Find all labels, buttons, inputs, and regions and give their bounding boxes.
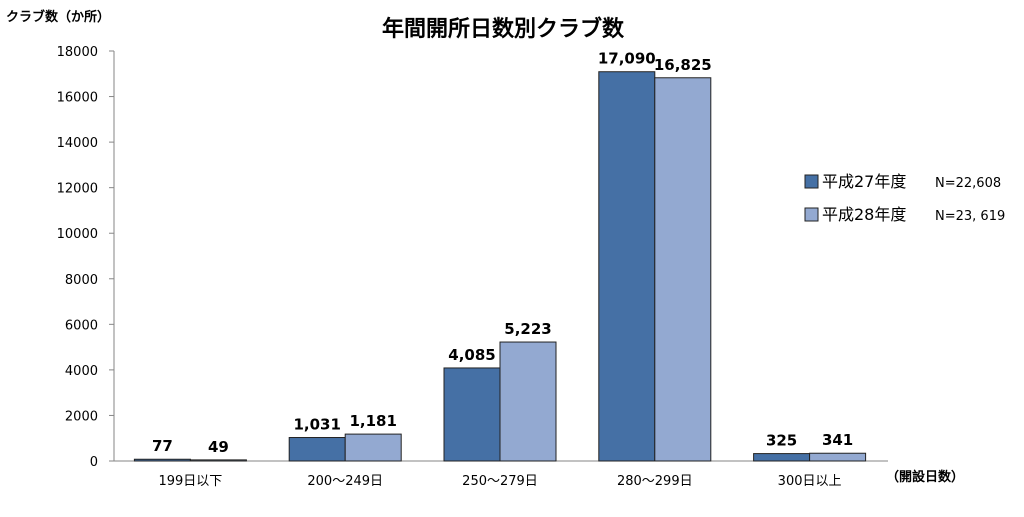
bar [443,367,501,462]
data-label: 1,031 [293,416,340,434]
data-label: 325 [766,432,797,450]
y-tick-label: 2000 [65,409,98,424]
legend-swatch [804,174,819,189]
data-label: 4,085 [448,346,495,364]
category-labels: 199日以下 200～249日 250～279日 280～299日 300日以上 [158,474,841,489]
y-axis-label: クラブ数（か所） [6,9,110,25]
category-label: 300日以上 [778,474,842,489]
category-label: 199日以下 [158,474,222,489]
bar [598,71,656,462]
y-tick-label: 8000 [65,273,98,288]
category-label: 200～249日 [307,474,383,489]
data-label: 77 [152,437,173,455]
chart-title: 年間開所日数別クラブ数 [382,16,625,42]
x-axis-unit-label: （開設日数） [886,469,964,485]
y-axis-ticks: 0 2000 4000 6000 8000 10000 12000 14000 16000 180… [57,45,114,470]
y-tick-label: 4000 [65,364,98,379]
legend: 平成27年度 N=22,608 平成28年度 N=23, 619 [804,172,1005,224]
y-tick-label: 6000 [65,318,98,333]
data-label: 16,825 [654,56,712,74]
data-label: 49 [208,438,229,456]
bar [753,453,811,462]
y-tick-label: 18000 [57,45,98,60]
bar [133,458,191,462]
bar [809,452,867,462]
legend-swatch [804,207,819,222]
y-tick-label: 12000 [57,182,98,197]
y-tick-label: 16000 [57,91,98,106]
legend-series-name: 平成28年度 [822,205,906,224]
legend-series-name: 平成27年度 [822,172,906,191]
y-tick-label: 0 [90,455,98,470]
data-label: 5,223 [504,320,551,338]
bar [189,459,247,462]
y-tick-label: 10000 [57,227,98,242]
data-label: 1,181 [349,412,396,430]
y-tick-label: 14000 [57,136,98,151]
bar [654,77,712,462]
bars [133,71,867,462]
data-label: 341 [822,431,853,449]
legend-sample-size: N=22,608 [935,176,1001,191]
bar [288,437,346,462]
category-label: 250～279日 [462,474,538,489]
category-label: 280～299日 [617,474,693,489]
data-label: 17,090 [598,50,656,68]
bar [499,341,557,462]
legend-sample-size: N=23, 619 [935,209,1005,224]
bar [344,433,402,462]
